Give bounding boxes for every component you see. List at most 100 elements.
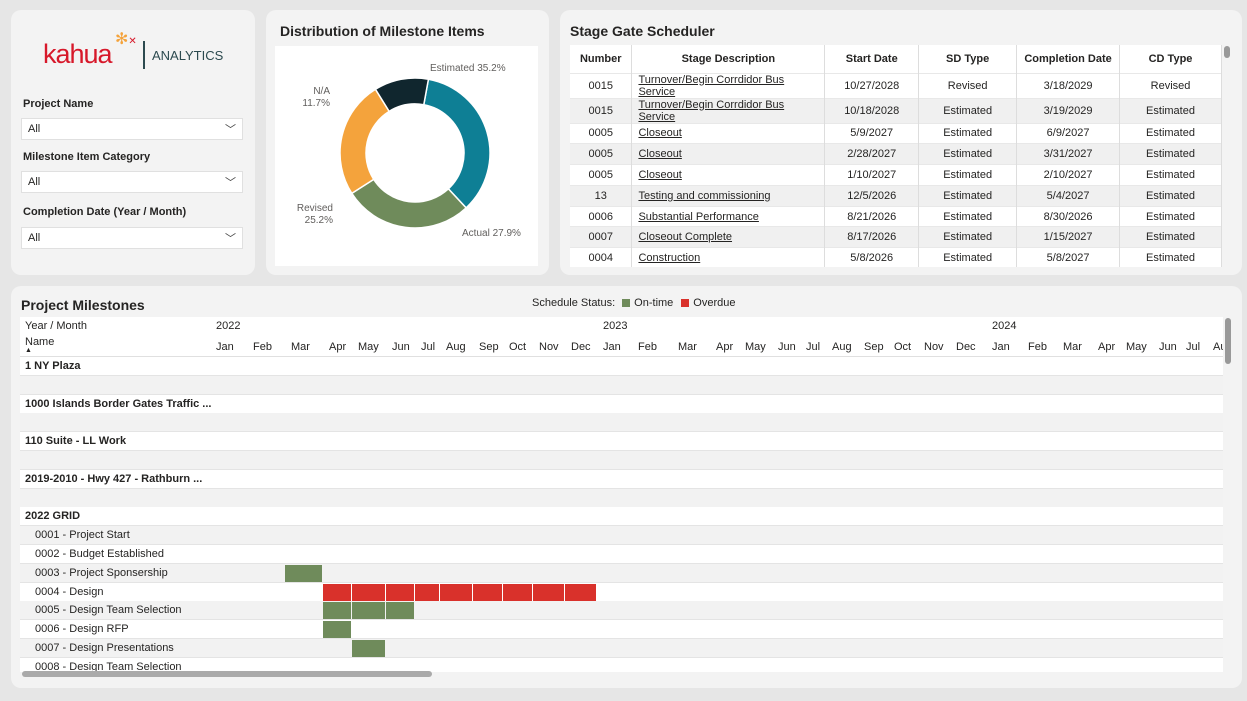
milestone-bar-overdue[interactable]: [565, 583, 596, 601]
table-row: 0007 Closeout Complete 8/17/2026 Estimated 1…: [570, 226, 1222, 248]
milestone-name[interactable]: 2019-2010 - Hwy 427 - Rathburn ...: [25, 472, 203, 485]
month-label: Jan: [603, 341, 621, 353]
milestone-name[interactable]: 110 Suite - LL Work: [25, 435, 127, 448]
milestone-bar-on-time[interactable]: [386, 602, 414, 620]
milestone-bar-overdue[interactable]: [503, 583, 532, 601]
month-label: Dec: [956, 341, 976, 353]
slice-label: Estimated 35.2%: [430, 63, 506, 74]
month-label: May: [358, 341, 379, 353]
month-label: Sep: [479, 341, 499, 353]
milestone-name[interactable]: 1000 Islands Border Gates Traffic ...: [25, 397, 212, 410]
month-label: Aug: [1213, 341, 1223, 353]
milestone-bar-on-time[interactable]: [352, 602, 385, 620]
month-label: Feb: [638, 341, 657, 353]
milestone-category-dropdown[interactable]: All ﹀: [21, 171, 243, 193]
project-milestones-panel: Project Milestones Schedule Status: On-t…: [11, 286, 1242, 688]
table-cell: Estimated: [1119, 143, 1222, 165]
month-label: Apr: [716, 341, 734, 353]
donut-slice-estimated[interactable]: [422, 78, 491, 209]
month-label: Mar: [678, 341, 697, 353]
table-cell: 6/9/2027: [1016, 122, 1121, 144]
project-name-dropdown[interactable]: All ﹀: [21, 118, 243, 140]
milestone-bar-on-time[interactable]: [352, 640, 385, 657]
table-cell: 0004: [570, 247, 633, 267]
donut-slice-revised[interactable]: [339, 88, 391, 195]
stage-description-link[interactable]: Substantial Performance: [631, 205, 826, 227]
table-cell: 8/30/2026: [1016, 205, 1121, 227]
milestone-bar-overdue[interactable]: [440, 583, 472, 601]
table-cell: Estimated: [918, 184, 1018, 207]
stage-description-link[interactable]: Construction: [631, 247, 826, 267]
slice-label: N/A: [313, 86, 330, 97]
milestone-name[interactable]: 0008 - Design Team Selection: [35, 660, 182, 672]
milestone-name[interactable]: 1 NY Plaza: [25, 360, 81, 372]
stage-description-link[interactable]: Testing and commissioning: [631, 184, 826, 207]
milestone-bar-overdue[interactable]: [533, 583, 564, 601]
sort-ascending-icon[interactable]: ▲: [25, 347, 32, 354]
milestone-bar-on-time[interactable]: [323, 621, 351, 639]
stage-description-link[interactable]: Closeout: [631, 164, 826, 186]
year-label: 2022: [216, 320, 241, 332]
filter-label-category: Milestone Item Category: [23, 151, 151, 163]
milestone-name[interactable]: 0003 - Project Sponsership: [35, 566, 168, 579]
stage-description-link[interactable]: Closeout Complete: [631, 226, 826, 248]
table-cell: 13: [570, 184, 633, 207]
milestone-name[interactable]: 0006 - Design RFP: [35, 623, 129, 636]
filters-panel: kahua ✻✕ ANALYTICS Project Name All ﹀ Mil…: [11, 10, 255, 275]
stage-description-link[interactable]: Turnover/Begin Corrdidor Bus Service: [631, 97, 826, 123]
table-row: 0005 Closeout 2/28/2027 Estimated 3/31/2027 E…: [570, 143, 1222, 165]
donut-slice-na[interactable]: [374, 77, 430, 113]
milestone-bar-overdue[interactable]: [386, 583, 414, 601]
schedule-legend: Schedule Status: On-time Overdue: [532, 297, 736, 309]
table-cell: Estimated: [1119, 122, 1222, 144]
table-cell: 5/9/2027: [824, 122, 920, 144]
milestone-bar-overdue[interactable]: [323, 583, 351, 601]
dropdown-value: All: [28, 232, 41, 244]
column-header[interactable]: CD Type: [1119, 45, 1222, 73]
milestone-bar-on-time[interactable]: [323, 602, 351, 620]
milestone-name[interactable]: 0002 - Budget Established: [35, 548, 165, 560]
table-cell: 0015: [570, 72, 633, 98]
column-header[interactable]: Start Date: [824, 45, 920, 73]
legend-overdue: Overdue: [693, 297, 736, 309]
gantt-row: 1000 Islands Border Gates Traffic ...: [20, 394, 1223, 414]
gantt-row: 0006 - Design RFP: [20, 620, 1223, 640]
vertical-scrollbar[interactable]: [1225, 318, 1231, 364]
milestone-name[interactable]: 0001 - Project Start: [35, 529, 130, 542]
month-label: Feb: [253, 341, 272, 353]
scheduler-title: Stage Gate Scheduler: [570, 23, 715, 39]
name-header[interactable]: Name: [25, 336, 55, 348]
table-cell: 0015: [570, 97, 633, 123]
chevron-down-icon: ﹀: [225, 124, 236, 136]
column-header[interactable]: Number: [570, 45, 633, 73]
column-header[interactable]: SD Type: [918, 45, 1018, 73]
month-label: Feb: [1028, 341, 1047, 353]
completion-date-dropdown[interactable]: All ﹀: [21, 227, 243, 249]
stage-description-link[interactable]: Closeout: [631, 122, 826, 144]
stage-description-link[interactable]: Turnover/Begin Corrdidor Bus Service: [631, 72, 826, 98]
column-header[interactable]: Completion Date: [1016, 45, 1121, 73]
table-cell: Estimated: [918, 122, 1018, 144]
milestone-bar-on-time[interactable]: [285, 564, 322, 582]
horizontal-scrollbar[interactable]: [22, 671, 432, 677]
stage-description-link[interactable]: Closeout: [631, 143, 826, 165]
milestone-bar-overdue[interactable]: [415, 583, 439, 601]
month-label: Sep: [864, 341, 884, 353]
milestone-name[interactable]: 0004 - Design: [35, 585, 104, 598]
gantt-row: 0008 - Design Team Selection: [20, 657, 1223, 672]
column-header[interactable]: Stage Description: [631, 45, 826, 73]
milestone-bar-overdue[interactable]: [352, 583, 385, 601]
table-cell: 8/17/2026: [824, 226, 920, 248]
vertical-scrollbar[interactable]: [1224, 46, 1230, 58]
table-row: 0015 Turnover/Begin Corrdidor Bus Service…: [570, 97, 1222, 123]
milestone-bar-overdue[interactable]: [473, 583, 502, 601]
month-label: Jul: [1186, 341, 1201, 353]
chevron-down-icon: ﹀: [225, 233, 236, 245]
milestone-name[interactable]: 0005 - Design Team Selection: [35, 604, 182, 617]
month-label: Aug: [446, 341, 466, 353]
milestone-name[interactable]: 2022 GRID: [25, 510, 81, 523]
milestone-name[interactable]: 0007 - Design Presentations: [35, 642, 174, 654]
dropdown-value: All: [28, 176, 41, 188]
donut-slice-actual[interactable]: [350, 178, 468, 229]
month-label: May: [745, 341, 766, 353]
